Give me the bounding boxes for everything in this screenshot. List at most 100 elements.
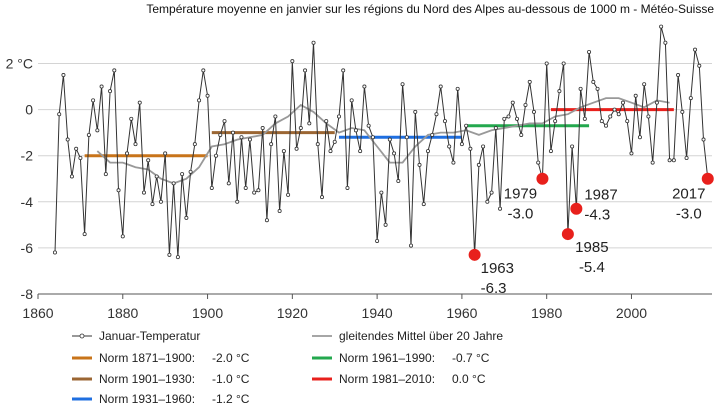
data-point xyxy=(235,199,240,204)
x-tick-label: 1860 xyxy=(22,305,53,321)
data-point xyxy=(125,151,130,156)
y-tick-label: -2 xyxy=(21,148,34,164)
data-point xyxy=(370,135,375,140)
data-point xyxy=(701,137,706,142)
data-point xyxy=(485,199,490,204)
series-lines xyxy=(52,24,710,260)
data-point xyxy=(150,202,155,207)
data-point xyxy=(646,114,651,119)
data-point xyxy=(247,137,252,142)
data-point xyxy=(52,250,57,255)
axes: 2 °C 0 -2 -4 -6 -8 1860 1880 1900 1920 1940 1960 198… xyxy=(6,55,712,321)
legend-value-norm: -1.2 °C xyxy=(212,392,250,406)
x-tick-label: 1980 xyxy=(531,305,562,321)
data-point xyxy=(320,195,325,200)
data-point xyxy=(400,82,405,87)
data-point xyxy=(146,158,151,163)
data-point xyxy=(570,144,575,149)
data-point xyxy=(595,86,600,91)
y-tick-label: -6 xyxy=(21,240,34,256)
data-point xyxy=(175,255,180,260)
data-point xyxy=(548,149,553,154)
data-point xyxy=(654,100,659,105)
data-point xyxy=(61,73,66,78)
data-point xyxy=(324,119,329,124)
data-point xyxy=(184,215,189,220)
y-tick-label: 0 xyxy=(25,102,33,118)
data-point xyxy=(264,218,269,223)
data-point xyxy=(108,89,113,94)
data-point xyxy=(464,123,469,128)
data-point xyxy=(57,112,62,117)
annotation-value: -5.4 xyxy=(579,259,605,276)
data-point xyxy=(510,100,515,105)
data-point xyxy=(74,146,79,151)
data-point xyxy=(693,47,698,52)
data-point xyxy=(468,146,473,151)
data-point xyxy=(659,24,664,29)
data-point xyxy=(493,126,498,131)
data-point xyxy=(277,209,282,214)
data-point xyxy=(252,190,257,195)
annotation-year: 1987 xyxy=(584,187,617,204)
data-point xyxy=(587,49,592,54)
x-tick-label: 1960 xyxy=(446,305,477,321)
data-point xyxy=(438,84,443,89)
legend-swatch-januar-dot xyxy=(79,333,85,339)
x-tick-label: 1900 xyxy=(192,305,223,321)
x-tick-label: 1920 xyxy=(277,305,308,321)
data-point xyxy=(188,169,193,174)
data-point xyxy=(154,174,159,179)
data-point xyxy=(536,160,541,165)
data-point xyxy=(273,114,278,119)
highlight-point xyxy=(561,228,574,241)
data-point xyxy=(629,151,634,156)
data-point xyxy=(192,142,197,147)
data-point xyxy=(362,84,367,89)
data-point xyxy=(209,185,214,190)
data-point xyxy=(684,155,689,160)
data-point xyxy=(413,109,418,114)
highlight-point xyxy=(468,248,481,261)
data-point xyxy=(430,132,435,137)
data-point xyxy=(226,181,231,186)
data-point xyxy=(103,172,108,177)
data-point xyxy=(447,144,452,149)
data-point xyxy=(243,185,248,190)
data-point xyxy=(141,190,146,195)
data-point xyxy=(116,188,121,193)
data-point xyxy=(421,202,426,207)
annotation-year: 1979 xyxy=(504,186,537,203)
data-point xyxy=(676,73,681,78)
data-point xyxy=(375,238,380,243)
chart-title: Température moyenne en janvier sur les r… xyxy=(146,2,714,16)
legend-value-norm: -0.7 °C xyxy=(452,351,490,365)
data-point xyxy=(65,137,70,142)
data-point xyxy=(349,98,354,103)
annotation-value: -4.3 xyxy=(584,207,610,224)
data-point xyxy=(591,79,596,84)
moving-average-line xyxy=(96,97,670,185)
data-point xyxy=(167,252,172,257)
data-point xyxy=(345,185,350,190)
data-point xyxy=(697,63,702,68)
data-point xyxy=(290,59,295,64)
data-point xyxy=(650,160,655,165)
data-point xyxy=(561,61,566,66)
legend: Januar-Temperatur gleitendes Mittel über … xyxy=(72,329,503,406)
annotation-year: 1963 xyxy=(481,260,514,277)
data-point xyxy=(642,82,647,87)
legend-value-norm: -2.0 °C xyxy=(212,351,250,365)
data-point xyxy=(442,119,447,124)
highlight-point xyxy=(536,172,549,185)
data-point xyxy=(358,149,363,154)
y-tick-label: 2 °C xyxy=(6,55,33,71)
data-point xyxy=(269,142,274,147)
annotation-year: 2017 xyxy=(672,186,705,203)
data-point xyxy=(476,162,481,167)
data-point xyxy=(671,158,676,163)
data-point xyxy=(417,162,422,167)
legend-label-mittel: gleitendes Mittel über 20 Jahre xyxy=(339,329,503,343)
data-point xyxy=(214,153,219,158)
annotations: 1963 -6.3 1979 -3.0 1985 -5.4 1987 -4.3 2017 -3.0 xyxy=(468,172,714,297)
